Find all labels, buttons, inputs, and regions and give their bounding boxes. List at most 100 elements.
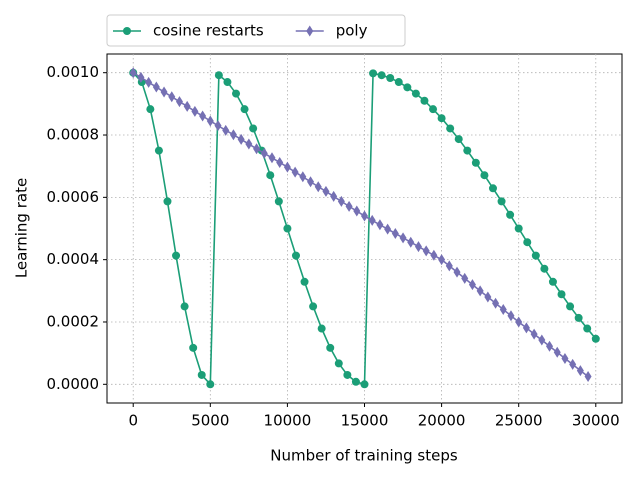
- marker: [160, 86, 168, 98]
- marker: [438, 254, 446, 266]
- marker: [191, 105, 199, 117]
- marker: [276, 156, 284, 168]
- y-tick-label: 0.0002: [47, 312, 100, 330]
- marker: [391, 227, 399, 239]
- marker: [300, 277, 309, 286]
- marker: [497, 197, 506, 206]
- marker: [437, 114, 446, 123]
- y-tick-label: 0.0008: [47, 126, 100, 144]
- marker: [407, 236, 415, 248]
- marker: [414, 241, 422, 253]
- marker: [206, 380, 215, 389]
- y-tick-label: 0.0006: [47, 188, 100, 206]
- marker: [403, 83, 412, 92]
- marker: [506, 210, 515, 219]
- marker: [463, 146, 472, 155]
- marker: [540, 264, 549, 273]
- marker: [237, 133, 245, 145]
- marker: [249, 124, 258, 133]
- marker: [561, 352, 569, 364]
- marker: [583, 324, 592, 333]
- marker: [488, 184, 497, 193]
- marker: [420, 96, 429, 105]
- marker: [317, 324, 326, 333]
- marker: [394, 78, 403, 87]
- marker: [291, 251, 300, 260]
- marker: [322, 185, 330, 197]
- y-axis-label: Learning rate: [13, 178, 31, 278]
- y-tick-label: 0.0000: [47, 375, 100, 393]
- marker: [514, 224, 523, 233]
- marker: [260, 147, 268, 159]
- marker: [499, 304, 507, 316]
- marker: [445, 260, 453, 272]
- marker: [530, 328, 538, 340]
- marker: [345, 200, 353, 212]
- marker: [214, 120, 222, 132]
- marker: [266, 171, 275, 180]
- marker: [584, 371, 592, 383]
- marker: [229, 129, 237, 141]
- legend: [106, 14, 406, 47]
- marker: [152, 81, 160, 93]
- marker: [199, 110, 207, 122]
- marker: [189, 343, 198, 352]
- marker: [515, 316, 523, 328]
- marker: [353, 205, 361, 217]
- marker: [446, 124, 455, 133]
- marker: [314, 181, 322, 193]
- x-tick-label: 10000: [264, 412, 312, 430]
- marker: [574, 313, 583, 322]
- marker: [163, 197, 172, 206]
- marker: [576, 365, 584, 377]
- marker: [334, 359, 343, 368]
- marker: [399, 232, 407, 244]
- marker: [429, 105, 438, 114]
- marker: [154, 146, 163, 155]
- marker: [309, 302, 318, 311]
- marker: [299, 171, 307, 183]
- marker: [411, 89, 420, 98]
- marker: [386, 73, 395, 82]
- marker: [523, 238, 532, 247]
- marker: [145, 76, 153, 88]
- marker: [274, 197, 283, 206]
- marker: [268, 152, 276, 164]
- marker: [566, 302, 575, 311]
- marker: [461, 272, 469, 284]
- y-tick-label: 0.0010: [47, 63, 100, 81]
- marker: [422, 245, 430, 257]
- marker: [253, 143, 261, 155]
- marker: [522, 322, 530, 334]
- marker: [183, 100, 191, 112]
- legend-label: cosine restarts: [153, 22, 264, 40]
- marker: [553, 346, 561, 358]
- marker: [223, 78, 232, 87]
- marker: [206, 115, 214, 127]
- marker: [377, 71, 386, 80]
- marker: [531, 251, 540, 260]
- marker: [557, 290, 566, 299]
- x-tick-label: 25000: [495, 412, 543, 430]
- marker: [376, 219, 384, 231]
- marker: [538, 334, 546, 346]
- marker: [492, 297, 500, 309]
- marker: [146, 105, 155, 114]
- marker: [240, 105, 249, 114]
- marker: [307, 176, 315, 188]
- marker: [453, 266, 461, 278]
- marker: [137, 71, 145, 83]
- marker: [480, 171, 489, 180]
- marker: [546, 340, 554, 352]
- marker: [172, 251, 181, 260]
- marker: [180, 302, 189, 311]
- marker: [291, 166, 299, 178]
- marker: [384, 223, 392, 235]
- marker: [326, 343, 335, 352]
- marker: [337, 195, 345, 207]
- marker: [168, 91, 176, 103]
- marker: [197, 370, 206, 379]
- x-tick-label: 30000: [572, 412, 620, 430]
- marker: [214, 71, 223, 80]
- marker: [175, 96, 183, 108]
